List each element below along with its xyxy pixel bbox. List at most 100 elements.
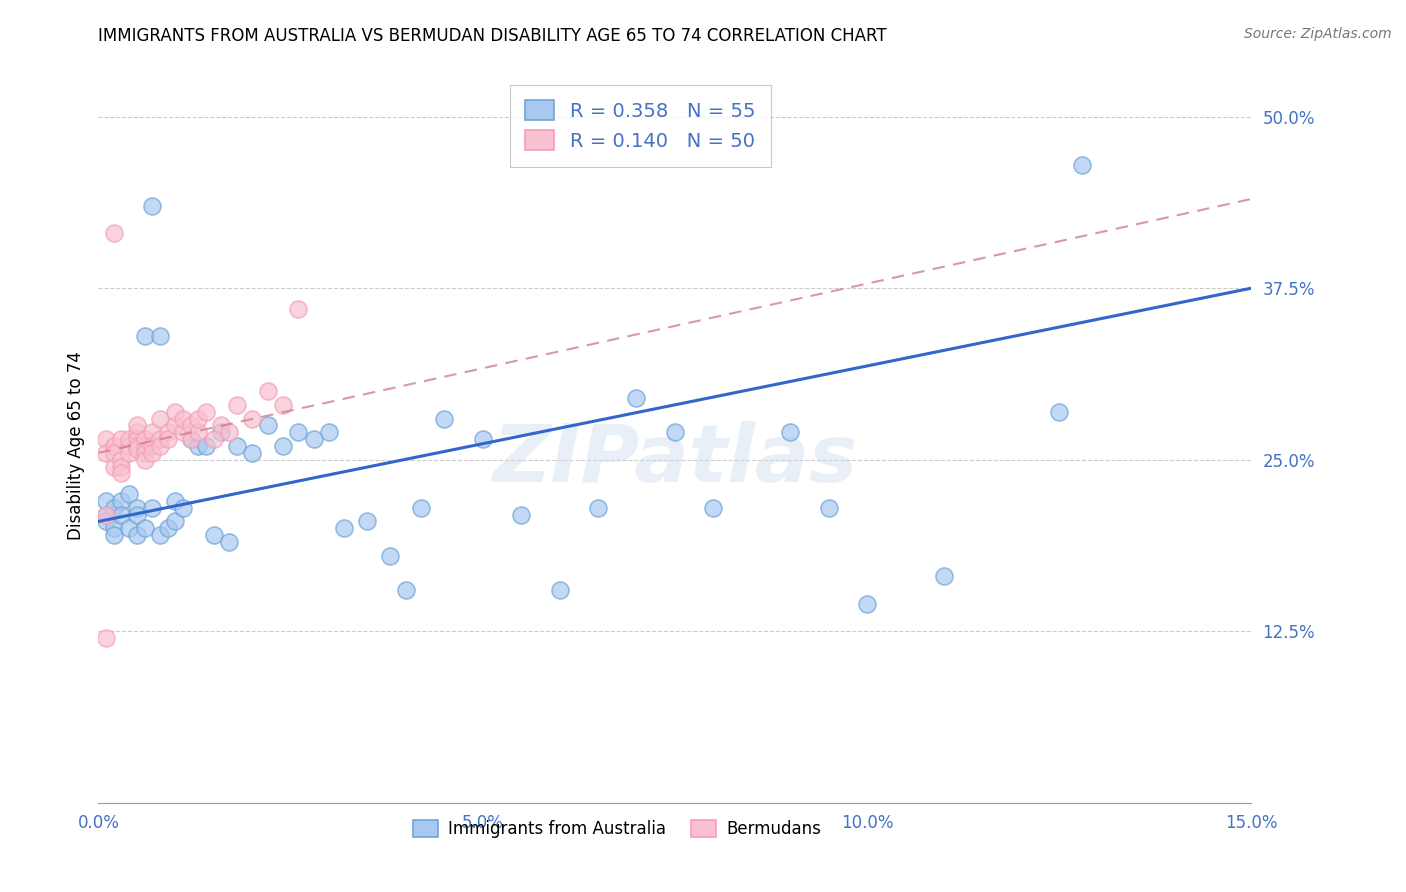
Point — [1071, 158, 1094, 172]
Point — [110, 508, 132, 522]
Point — [165, 515, 187, 529]
Point — [125, 500, 148, 515]
Point — [356, 515, 378, 529]
Point — [156, 425, 179, 440]
Point — [202, 432, 225, 446]
Point — [149, 439, 172, 453]
Point — [103, 500, 125, 515]
Point — [94, 494, 117, 508]
Point — [165, 405, 187, 419]
Point — [195, 405, 218, 419]
Point — [287, 301, 309, 316]
Point — [141, 446, 163, 460]
Point — [172, 411, 194, 425]
Point — [302, 432, 325, 446]
Point — [94, 631, 117, 645]
Point — [287, 425, 309, 440]
Point — [380, 549, 402, 563]
Point — [240, 411, 263, 425]
Text: Source: ZipAtlas.com: Source: ZipAtlas.com — [1244, 27, 1392, 41]
Point — [180, 418, 202, 433]
Point — [110, 467, 132, 481]
Point — [626, 391, 648, 405]
Text: ZIPatlas: ZIPatlas — [492, 421, 858, 500]
Point — [110, 494, 132, 508]
Point — [548, 583, 571, 598]
Y-axis label: Disability Age 65 to 74: Disability Age 65 to 74 — [66, 351, 84, 541]
Point — [664, 425, 686, 440]
Point — [94, 432, 117, 446]
Point — [172, 500, 194, 515]
Point — [110, 452, 132, 467]
Point — [134, 446, 156, 460]
Point — [209, 425, 232, 440]
Point — [149, 432, 172, 446]
Point — [172, 425, 194, 440]
Point — [195, 439, 218, 453]
Point — [271, 439, 294, 453]
Point — [256, 418, 278, 433]
Point — [134, 439, 156, 453]
Point — [1047, 405, 1070, 419]
Point — [817, 500, 839, 515]
Point — [395, 583, 418, 598]
Point — [110, 459, 132, 474]
Point — [103, 521, 125, 535]
Point — [94, 508, 117, 522]
Point — [118, 439, 141, 453]
Point — [180, 432, 202, 446]
Point — [103, 439, 125, 453]
Point — [271, 398, 294, 412]
Point — [125, 442, 148, 456]
Point — [125, 528, 148, 542]
Point — [218, 535, 240, 549]
Point — [118, 432, 141, 446]
Point — [149, 411, 172, 425]
Point — [134, 329, 156, 343]
Point — [209, 418, 232, 433]
Point — [779, 425, 801, 440]
Point — [149, 528, 172, 542]
Point — [333, 521, 356, 535]
Point — [225, 398, 247, 412]
Point — [510, 508, 533, 522]
Point — [433, 411, 456, 425]
Point — [702, 500, 724, 515]
Point — [141, 500, 163, 515]
Point — [94, 508, 117, 522]
Legend: Immigrants from Australia, Bermudans: Immigrants from Australia, Bermudans — [406, 813, 828, 845]
Point — [125, 425, 148, 440]
Point — [134, 432, 156, 446]
Point — [411, 500, 433, 515]
Point — [187, 425, 209, 440]
Point — [318, 425, 340, 440]
Point — [141, 425, 163, 440]
Point — [134, 452, 156, 467]
Point — [134, 521, 156, 535]
Point — [240, 446, 263, 460]
Point — [471, 432, 494, 446]
Point — [110, 432, 132, 446]
Point — [141, 199, 163, 213]
Point — [118, 521, 141, 535]
Point — [103, 528, 125, 542]
Point — [187, 411, 209, 425]
Point — [932, 569, 955, 583]
Point — [156, 432, 179, 446]
Point — [125, 418, 148, 433]
Point — [165, 418, 187, 433]
Point — [118, 446, 141, 460]
Point — [586, 500, 609, 515]
Point — [187, 439, 209, 453]
Point — [125, 439, 148, 453]
Point — [202, 528, 225, 542]
Point — [125, 432, 148, 446]
Point — [103, 227, 125, 241]
Point — [149, 329, 172, 343]
Point — [218, 425, 240, 440]
Point — [103, 439, 125, 453]
Point — [141, 439, 163, 453]
Point — [103, 459, 125, 474]
Point — [256, 384, 278, 398]
Point — [125, 508, 148, 522]
